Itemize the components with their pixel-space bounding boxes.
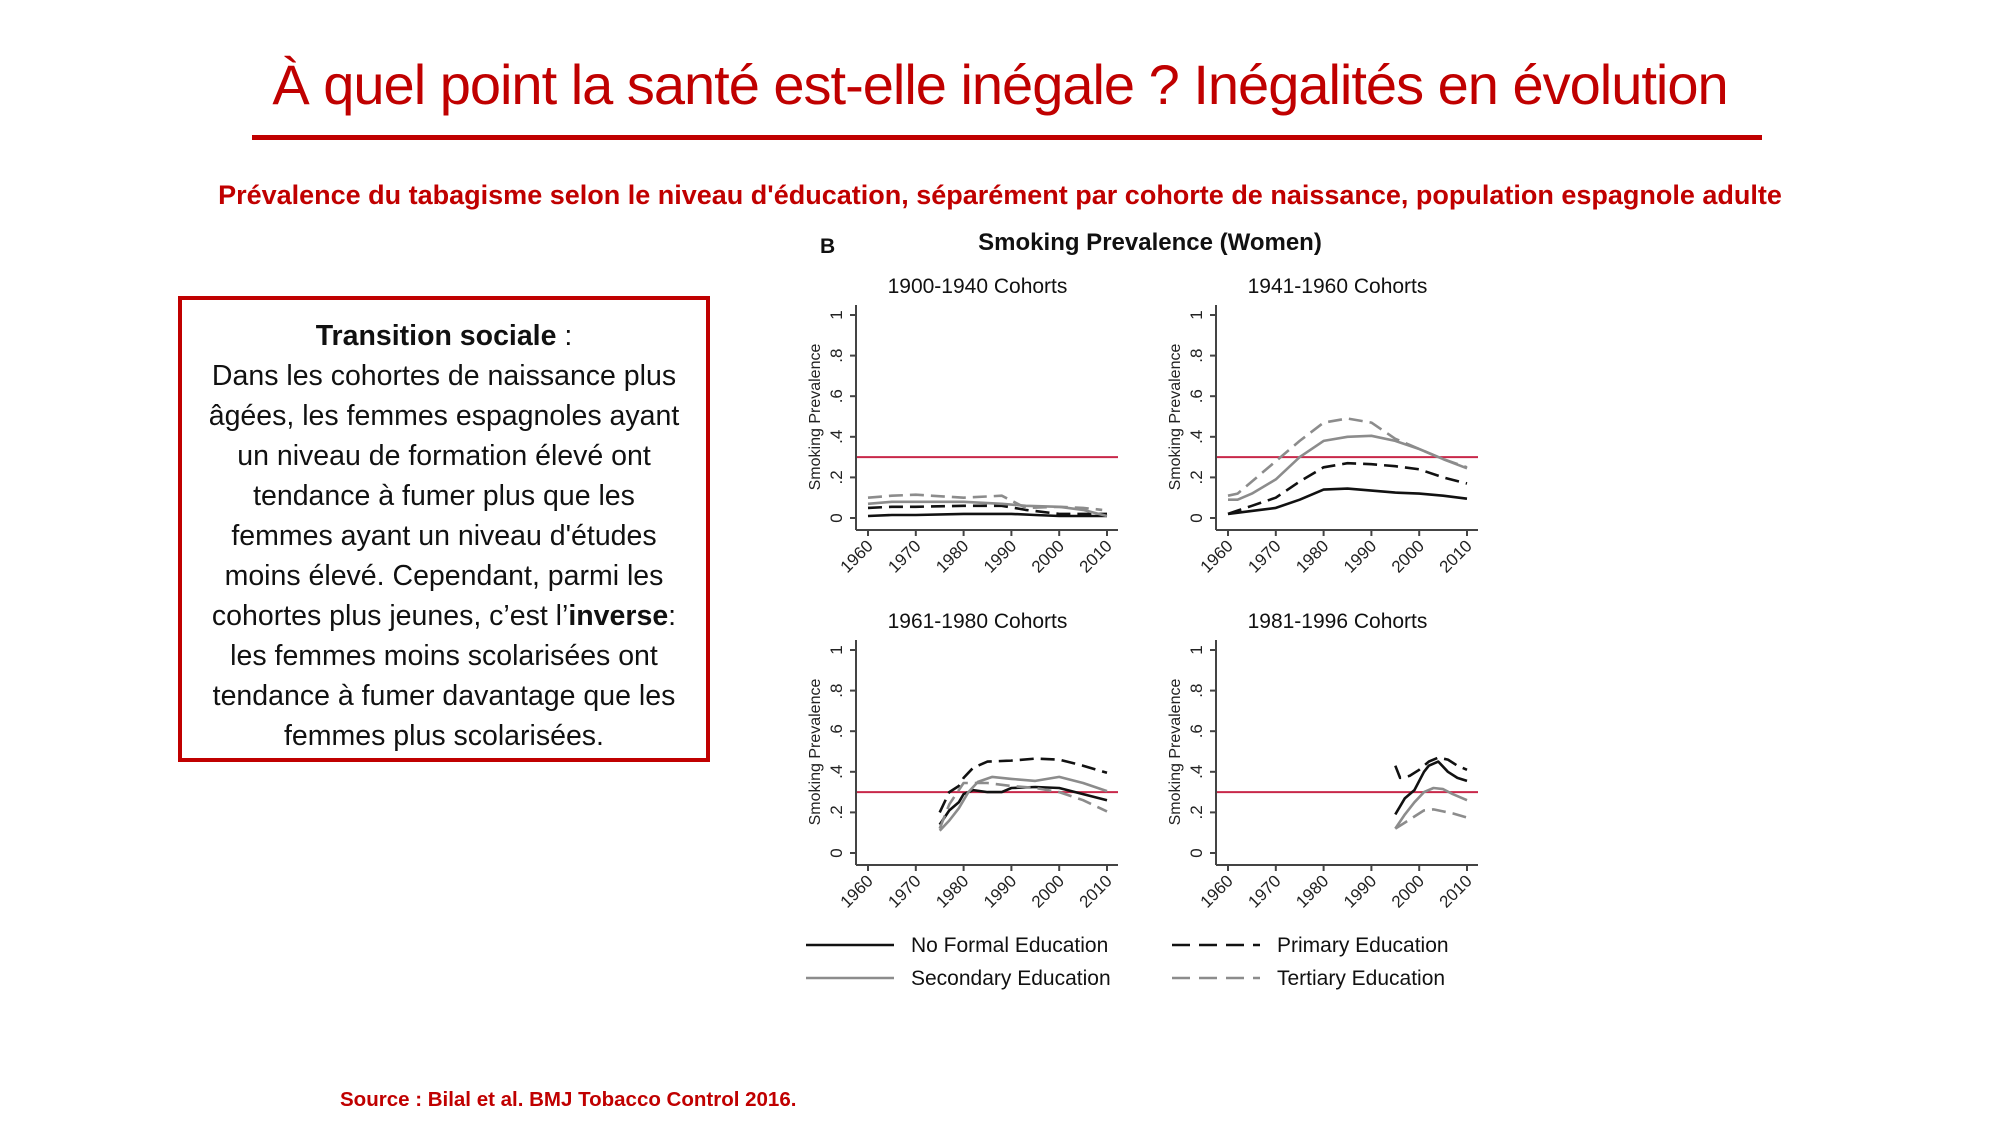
series-line [1227, 417, 1468, 497]
y-tick-label: .4 [1187, 430, 1206, 444]
series-line [1228, 434, 1468, 502]
panel-label: B [820, 235, 835, 258]
x-tick-label: 1970 [884, 536, 924, 576]
x-tick-label: 1970 [884, 871, 924, 911]
x-tick-label: 2000 [1028, 871, 1068, 911]
y-tick-label: .8 [1187, 684, 1206, 698]
y-tick-label: .4 [1187, 765, 1206, 779]
y-tick-label: 0 [1187, 848, 1206, 857]
x-tick-label: 2010 [1436, 871, 1476, 911]
y-tick-label: .4 [827, 430, 846, 444]
y-axis-label: Smoking Prevalence [807, 344, 824, 491]
x-tick-label: 1970 [1244, 871, 1284, 911]
x-tick-label: 1960 [837, 536, 877, 576]
legend-label: Tertiary Education [1277, 967, 1445, 990]
smoking-prevalence-chart: B Smoking Prevalence (Women) 1900-1940 C… [780, 225, 1520, 1025]
series-line [938, 757, 1108, 813]
series-line [1394, 760, 1468, 816]
series-line [867, 512, 1107, 518]
y-tick-label: 1 [1187, 645, 1206, 654]
panel-title: 1961-1980 Cohorts [888, 610, 1068, 633]
series-line [867, 500, 1108, 518]
slide-subtitle: Prévalence du tabagisme selon le niveau … [218, 180, 1782, 210]
series-line [1394, 808, 1468, 830]
panel-title: 1900-1940 Cohorts [888, 275, 1068, 298]
x-tick-label: 1960 [837, 871, 877, 911]
panel-1: 1900-1940 Cohorts 0 .2 .4 .6 .8 1 Smoking Preva… [807, 275, 1118, 577]
series-line [938, 785, 1108, 826]
panel-2: 1941-1960 Cohorts 0 .2 .4 .6 .8 1 Smoking Preva… [1167, 275, 1478, 577]
panel-title: 1941-1960 Cohorts [1248, 275, 1428, 298]
x-tick-label: 1990 [980, 536, 1020, 576]
x-tick-label: 1980 [1292, 871, 1332, 911]
series-line [867, 493, 1103, 512]
legend-label: Secondary Education [911, 967, 1111, 990]
x-tick-label: 2010 [1076, 871, 1116, 911]
x-tick-label: 1960 [1197, 536, 1237, 576]
textbox-heading: Transition sociale [315, 320, 557, 352]
y-tick-label: .2 [1187, 805, 1206, 819]
x-tick-label: 2010 [1436, 536, 1476, 576]
y-tick-label: .2 [827, 805, 846, 819]
x-tick-label: 1990 [1340, 871, 1380, 911]
series-line [1227, 487, 1468, 516]
legend-label: No Formal Education [911, 934, 1108, 957]
chart-title: Smoking Prevalence (Women) [978, 229, 1322, 256]
x-tick-label: 2000 [1028, 536, 1068, 576]
series-line [1394, 786, 1468, 830]
y-tick-label: 1 [827, 645, 846, 654]
y-tick-label: .8 [827, 349, 846, 363]
series-line [938, 775, 1108, 832]
x-tick-label: 1990 [980, 871, 1020, 911]
y-tick-label: .6 [827, 389, 846, 403]
title-underline [252, 135, 1762, 140]
y-tick-label: 0 [827, 513, 846, 522]
slide-title: À quel point la santé est-elle inégale ?… [272, 53, 1728, 116]
x-tick-label: 1990 [1340, 536, 1380, 576]
series-line [1394, 756, 1468, 780]
textbox-heading-colon: : [556, 320, 573, 352]
y-tick-label: .2 [827, 470, 846, 484]
x-tick-label: 1980 [1292, 536, 1332, 576]
textbox-body-part2: : les femmes moins scolarisées ont tenda… [212, 600, 677, 752]
x-tick-label: 2000 [1388, 871, 1428, 911]
x-tick-label: 2010 [1076, 536, 1116, 576]
y-tick-label: .6 [1187, 389, 1206, 403]
y-axis-label: Smoking Prevalence [1167, 344, 1184, 491]
panel-title: 1981-1996 Cohorts [1248, 610, 1428, 633]
panel-3: 1961-1980 Cohorts 0 .2 .4 .6 .8 1 Smoking Preva… [807, 610, 1118, 912]
panel-4: 1981-1996 Cohorts 0 .2 .4 .6 .8 1 Smoking Preva… [1167, 610, 1478, 912]
x-tick-label: 2000 [1388, 536, 1428, 576]
y-tick-label: 1 [827, 310, 846, 319]
y-tick-label: .8 [827, 684, 846, 698]
series-line [1227, 461, 1468, 516]
textbox-body-part1: Dans les cohortes de naissance plus âgée… [208, 360, 680, 632]
y-axis-label: Smoking Prevalence [807, 679, 824, 826]
x-tick-label: 1980 [932, 871, 972, 911]
textbox-body-bold: inverse [568, 600, 669, 632]
series-line [938, 781, 1108, 830]
series-line [867, 504, 1107, 516]
y-tick-label: .6 [1187, 724, 1206, 738]
y-axis-label: Smoking Prevalence [1167, 679, 1184, 826]
y-tick-label: 0 [1187, 513, 1206, 522]
source-citation: Source : Bilal et al. BMJ Tobacco Contro… [340, 1088, 797, 1111]
y-tick-label: 1 [1187, 310, 1206, 319]
legend-label: Primary Education [1277, 934, 1449, 957]
y-tick-label: .8 [1187, 349, 1206, 363]
y-tick-label: .6 [827, 724, 846, 738]
x-tick-label: 1980 [932, 536, 972, 576]
transition-sociale-textbox: Transition sociale : Dans les cohortes d… [178, 296, 710, 762]
x-tick-label: 1960 [1197, 871, 1237, 911]
y-tick-label: .4 [827, 765, 846, 779]
y-tick-label: .2 [1187, 470, 1206, 484]
y-tick-label: 0 [827, 848, 846, 857]
chart-legend: No Formal Education Primary Education Seco… [806, 934, 1449, 990]
x-tick-label: 1970 [1244, 536, 1284, 576]
